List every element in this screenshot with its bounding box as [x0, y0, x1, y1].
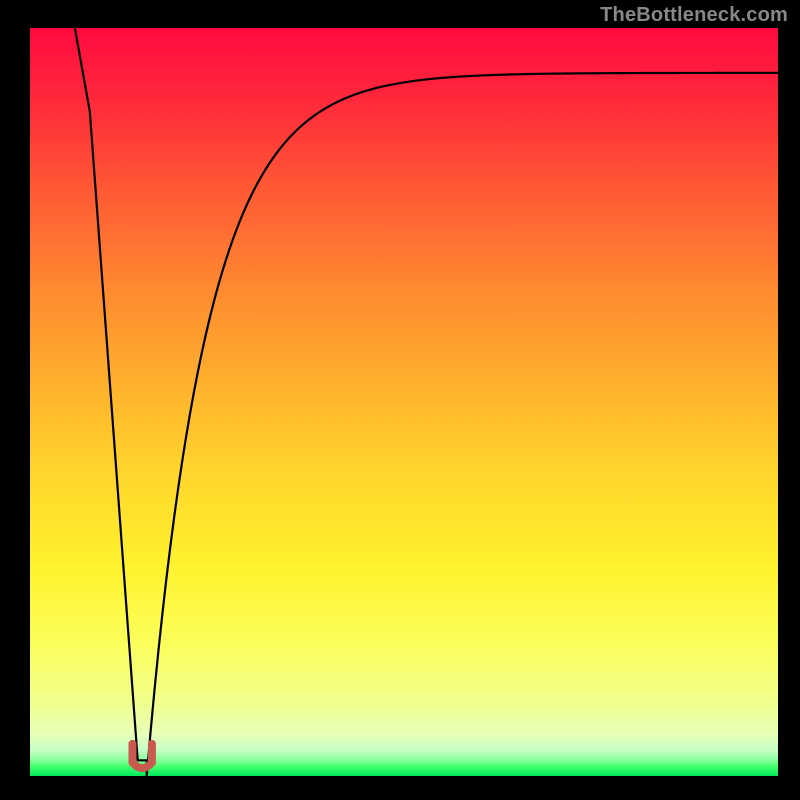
gradient-plot	[30, 28, 778, 776]
watermark-text: TheBottleneck.com	[600, 4, 788, 27]
gradient-background	[30, 28, 778, 776]
chart-frame: TheBottleneck.com	[0, 0, 800, 800]
